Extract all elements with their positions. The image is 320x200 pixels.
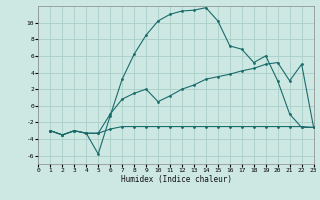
X-axis label: Humidex (Indice chaleur): Humidex (Indice chaleur) — [121, 175, 231, 184]
